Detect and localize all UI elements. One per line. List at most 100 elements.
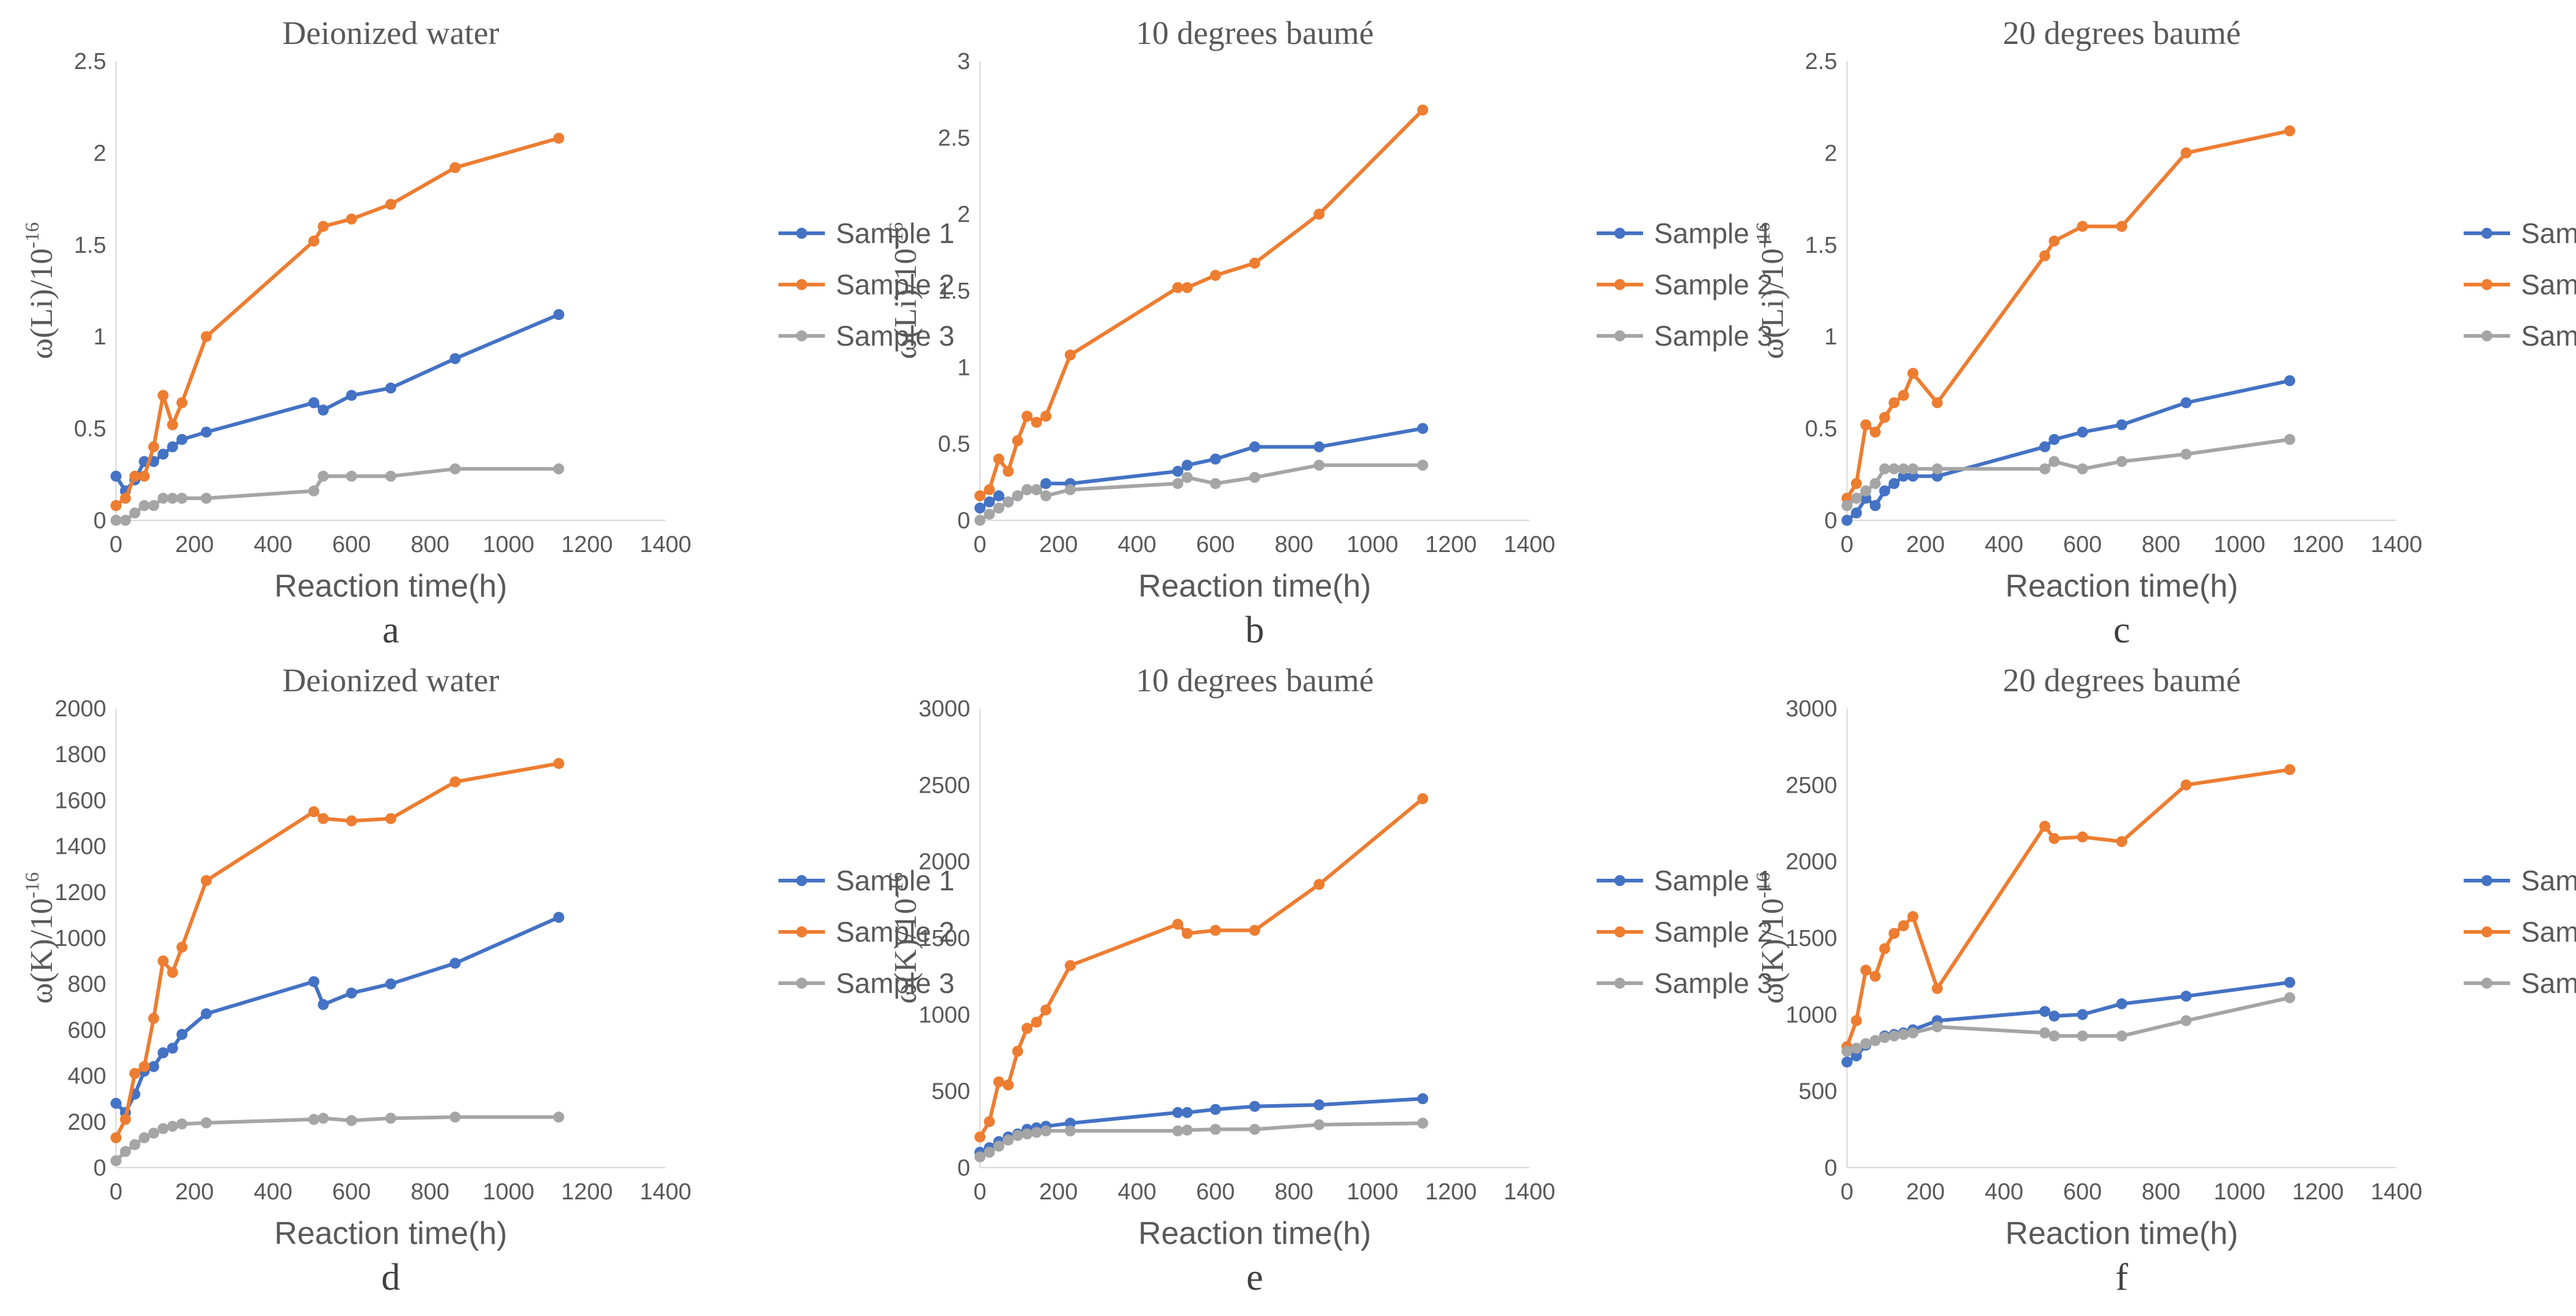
data-point [129, 1067, 140, 1079]
x-tick-label: 200 [1039, 1179, 1078, 1205]
legend-label: Sample 1 [1654, 865, 1772, 896]
data-point [1012, 490, 1023, 501]
y-tick-label: 1.5 [74, 233, 106, 258]
data-point [1064, 1118, 1076, 1129]
data-point [148, 441, 159, 453]
data-point [1012, 1130, 1023, 1141]
data-point [167, 492, 178, 504]
x-tick-label: 1400 [640, 1179, 692, 1205]
data-point [993, 490, 1004, 501]
y-axis-label-exponent: -16 [1752, 872, 1774, 898]
data-point [1012, 1045, 1023, 1057]
data-point [2077, 1009, 2088, 1020]
legend-item-sample-2: Sample 2 [2464, 916, 2576, 948]
series-line-2 [978, 796, 1425, 1139]
data-point [148, 1012, 159, 1024]
y-tick-label: 1500 [1785, 926, 1837, 951]
y-tick-label: 1600 [54, 788, 106, 813]
data-point [2048, 456, 2060, 467]
data-point [1417, 423, 1429, 434]
x-tick-label: 600 [2063, 532, 2102, 558]
legend-item-sample-3: Sample 3 [2464, 967, 2576, 999]
legend-item-sample-3: Sample 3 [778, 320, 954, 352]
data-point [2039, 1027, 2050, 1039]
x-tick-label: 200 [1906, 1179, 1945, 1205]
series-line-2 [978, 108, 1425, 498]
data-point [1879, 463, 1890, 474]
x-tick-label: 600 [1196, 532, 1235, 558]
x-tick-label: 0 [973, 532, 986, 558]
chart-panel-a: Deionized water 0 0.5 1 1.5 2 2.5 0 200 400 600 800… [21, 15, 954, 651]
panel-label: a [382, 609, 399, 651]
data-point [346, 1114, 357, 1126]
y-tick-label: 0.5 [938, 432, 970, 457]
chart-panel-b: 10 degrees baumé 0 0.5 1 1.5 2 2.5 3 0 200 400 600 8… [885, 15, 1772, 651]
x-tick-label: 1000 [483, 532, 535, 558]
x-tick-label: 200 [175, 1179, 214, 1205]
data-point [2180, 397, 2192, 409]
data-point [984, 1146, 995, 1158]
data-point [1879, 412, 1890, 423]
x-tick-label: 1000 [483, 1179, 535, 1205]
data-point [200, 1008, 212, 1020]
x-tick-label: 1200 [2292, 1179, 2344, 1205]
x-tick-label: 0 [1840, 532, 1853, 558]
legend-item-sample-1: Sample 1 [1597, 865, 1772, 896]
y-tick-label: 0 [93, 1155, 106, 1181]
data-point [2180, 779, 2192, 791]
data-point [2180, 1015, 2192, 1027]
y-tick-label: 3000 [1785, 696, 1837, 722]
chart-panel-f: 20 degrees baumé050010001500200025003000… [1752, 662, 2576, 1298]
data-point [1313, 879, 1325, 890]
x-axis-label: Reaction time(h) [274, 1216, 507, 1251]
y-axis-label-main: ω(Li)/10 [888, 249, 923, 360]
x-tick-label: 0 [109, 532, 122, 558]
y-tick-label: 0 [1824, 508, 1837, 534]
x-tick-label: 200 [1906, 532, 1945, 558]
data-point [1898, 920, 1909, 931]
data-point [385, 198, 396, 210]
legend-label: Sample 2 [1654, 269, 1772, 300]
legend-label: Sample 1 [836, 865, 954, 896]
data-point [200, 331, 212, 343]
data-point [111, 500, 122, 511]
x-tick-label: 400 [1117, 532, 1156, 558]
data-point [974, 515, 985, 526]
data-point [1888, 397, 1900, 409]
data-point [1851, 507, 1862, 518]
data-point [139, 1132, 150, 1144]
y-tick-label: 0 [1824, 1155, 1837, 1181]
x-tick-label: 600 [2063, 1179, 2102, 1205]
data-point [993, 453, 1004, 465]
data-point [317, 470, 329, 482]
data-point [2284, 434, 2296, 445]
data-point [1907, 368, 1918, 379]
data-point [158, 492, 169, 504]
y-tick-label: 1000 [54, 926, 106, 951]
data-point [974, 1131, 985, 1143]
y-axis-label-main: ω(K)/10 [24, 898, 59, 1004]
legend-marker [796, 330, 807, 341]
data-point [1907, 463, 1918, 474]
x-tick-label: 1000 [1347, 532, 1399, 558]
data-point [346, 470, 357, 482]
y-tick-label: 500 [932, 1079, 970, 1105]
data-point [167, 1042, 178, 1054]
x-tick-label: 800 [1275, 1179, 1313, 1205]
data-point [1313, 1119, 1325, 1130]
y-tick-label: 1.5 [1805, 233, 1837, 258]
x-tick-label: 0 [973, 1179, 986, 1205]
chart-title: Deionized water [282, 15, 499, 51]
data-point [1879, 1031, 1890, 1043]
legend-marker [2481, 279, 2492, 290]
data-point [167, 441, 178, 453]
x-tick-label: 1000 [2214, 1179, 2266, 1205]
x-tick-label: 400 [253, 1179, 292, 1205]
data-point [2039, 1006, 2050, 1017]
data-point [1181, 928, 1193, 939]
data-point [1313, 208, 1325, 220]
data-point [385, 813, 396, 824]
data-point [111, 1097, 122, 1109]
data-point [1417, 1118, 1429, 1129]
